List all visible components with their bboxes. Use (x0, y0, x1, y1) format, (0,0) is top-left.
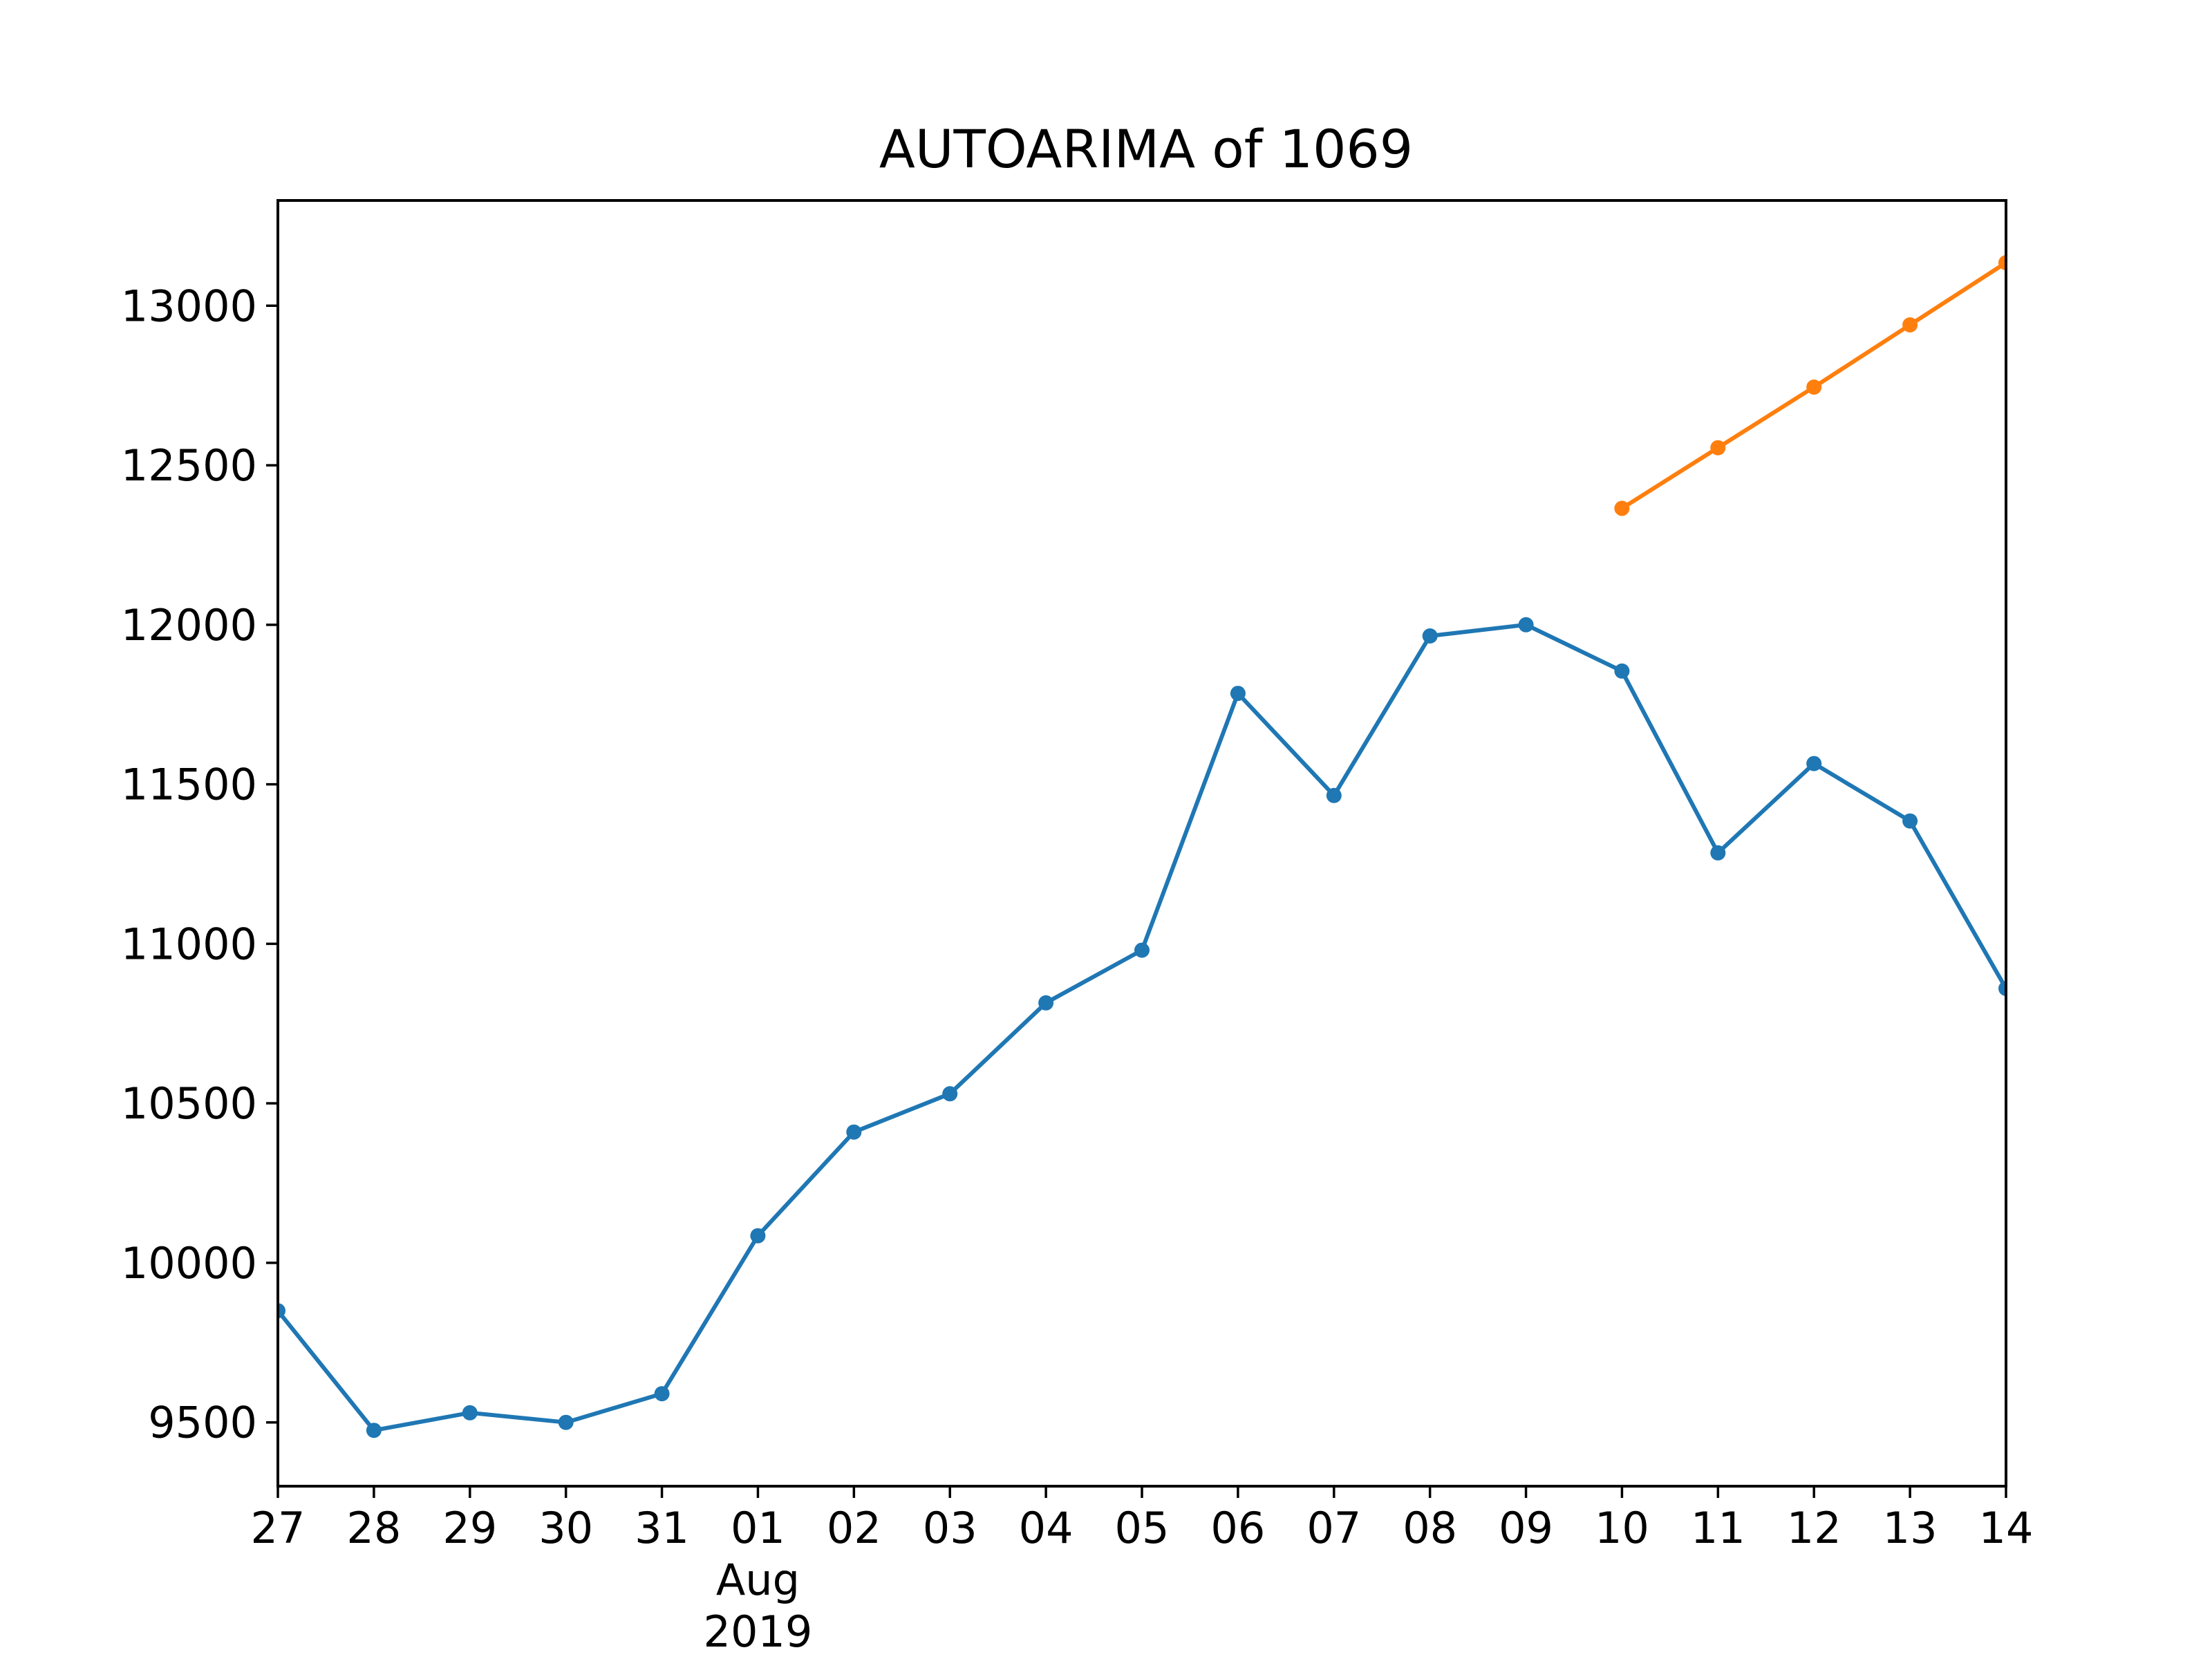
y-tick-label: 12500 (121, 440, 257, 491)
x-tick-label: 05 (1115, 1503, 1170, 1553)
x-tick-label: 30 (538, 1503, 593, 1553)
x-tick-label: 11 (1691, 1503, 1745, 1553)
x-tick-label: 03 (923, 1503, 977, 1553)
series-0-point (1326, 787, 1342, 803)
series-0-point (278, 1303, 285, 1319)
series-0-point (1710, 845, 1726, 861)
y-tick-label: 11500 (121, 760, 257, 810)
series-layer (278, 255, 2006, 1438)
series-0-point (654, 1386, 670, 1402)
axis-layer: 9500 10000 10500 11000 11500 12000 12500 13000 2… (121, 199, 2034, 1657)
y-tick-label: 12000 (121, 600, 257, 650)
x-tick-label: 02 (827, 1503, 881, 1553)
series-0-point (1998, 981, 2006, 996)
y-tick-label: 10500 (121, 1078, 257, 1129)
x-tick-label: 08 (1403, 1503, 1457, 1553)
x-tick-label: 29 (442, 1503, 497, 1553)
x-tick-label: 12 (1787, 1503, 1841, 1553)
y-tick-label: 13000 (121, 281, 257, 331)
series-0-point (366, 1423, 382, 1438)
x-tick-label: 28 (346, 1503, 401, 1553)
series-1-point (1614, 500, 1630, 516)
series-0-point (1422, 628, 1438, 644)
series-0-point (1134, 942, 1150, 958)
series-1-point (1998, 255, 2006, 270)
y-tick-label: 9500 (148, 1398, 257, 1448)
series-0-point (1518, 617, 1534, 632)
x-tick-label: 27 (251, 1503, 306, 1553)
y-tick-label: 11000 (121, 919, 257, 969)
x-tick-label: 31 (635, 1503, 689, 1553)
x-tick-label: 01 (731, 1503, 785, 1553)
series-0-point (942, 1086, 958, 1102)
chart-title: AUTOARIMA of 1069 (879, 118, 1413, 180)
x-tick-label: 14 (1979, 1503, 2034, 1553)
series-0-point (1230, 686, 1246, 702)
x-tick-label: 07 (1306, 1503, 1361, 1553)
x-tick-label: 10 (1595, 1503, 1649, 1553)
series-0-point (462, 1405, 478, 1421)
series-1-point (1902, 317, 1918, 332)
series-0-point (1902, 813, 1918, 829)
y-tick-label: 10000 (121, 1238, 257, 1288)
series-0-point (846, 1124, 862, 1140)
x-month-label: Aug (716, 1555, 800, 1605)
x-tick-label: 04 (1019, 1503, 1074, 1553)
series-0-point (1806, 756, 1822, 771)
series-1-point (1710, 440, 1726, 456)
series-1-point (1806, 379, 1822, 395)
series-0-point (1614, 663, 1630, 679)
series-0-point (1038, 995, 1054, 1011)
series-0-line (278, 622, 2006, 1433)
plot-frame (276, 199, 2007, 1488)
x-tick-label: 06 (1210, 1503, 1265, 1553)
x-tick-label: 09 (1499, 1503, 1553, 1553)
x-year-label: 2019 (704, 1606, 813, 1657)
series-0-point (558, 1414, 574, 1430)
x-tick-label: 13 (1883, 1503, 1938, 1553)
series-0-point (750, 1228, 766, 1244)
